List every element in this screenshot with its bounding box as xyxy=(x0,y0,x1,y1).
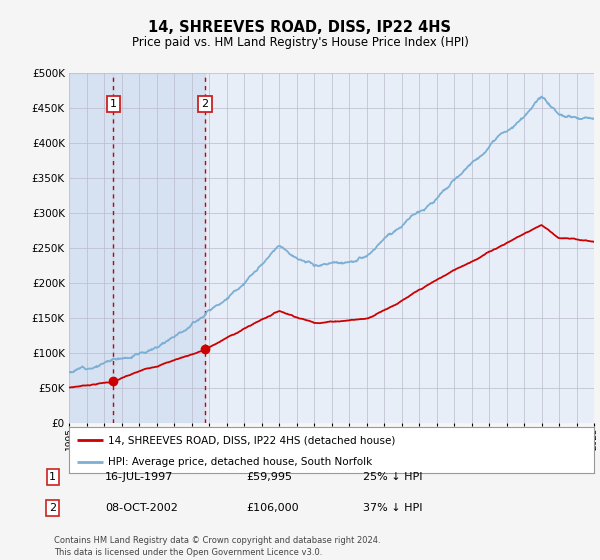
Text: 37% ↓ HPI: 37% ↓ HPI xyxy=(363,503,422,513)
Text: Price paid vs. HM Land Registry's House Price Index (HPI): Price paid vs. HM Land Registry's House … xyxy=(131,36,469,49)
Text: HPI: Average price, detached house, South Norfolk: HPI: Average price, detached house, Sout… xyxy=(109,457,373,466)
Bar xyxy=(113,73,205,423)
Text: 1: 1 xyxy=(110,99,117,109)
Text: £59,995: £59,995 xyxy=(246,472,292,482)
Text: 25% ↓ HPI: 25% ↓ HPI xyxy=(363,472,422,482)
Text: 14, SHREEVES ROAD, DISS, IP22 4HS (detached house): 14, SHREEVES ROAD, DISS, IP22 4HS (detac… xyxy=(109,435,396,445)
Text: 1: 1 xyxy=(49,472,56,482)
Text: 2: 2 xyxy=(49,503,56,513)
Text: 16-JUL-1997: 16-JUL-1997 xyxy=(105,472,173,482)
Text: 08-OCT-2002: 08-OCT-2002 xyxy=(105,503,178,513)
Text: 2: 2 xyxy=(202,99,209,109)
Text: £106,000: £106,000 xyxy=(246,503,299,513)
Bar xyxy=(69,73,113,423)
Text: 14, SHREEVES ROAD, DISS, IP22 4HS: 14, SHREEVES ROAD, DISS, IP22 4HS xyxy=(149,20,452,35)
Text: Contains HM Land Registry data © Crown copyright and database right 2024.
This d: Contains HM Land Registry data © Crown c… xyxy=(54,536,380,557)
